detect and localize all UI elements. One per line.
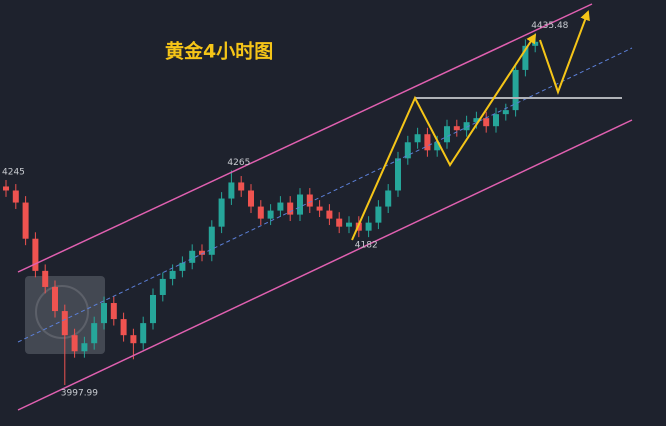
candle-body [346, 222, 352, 227]
candle-body [326, 210, 333, 219]
candle-body [532, 41, 539, 46]
candle-body [453, 126, 460, 131]
candle-body [52, 286, 58, 312]
candle-body [110, 303, 117, 320]
candle-body [404, 142, 411, 159]
candle-body [199, 250, 205, 255]
candle-body [306, 194, 313, 207]
channel-upper [17, 3, 593, 273]
candle-body [512, 69, 519, 111]
candle-body [159, 278, 166, 295]
candle-body [22, 202, 29, 239]
candle-body [385, 190, 392, 207]
candle-body [287, 202, 294, 215]
candle-body [140, 323, 147, 344]
forecast-arrow [539, 10, 590, 95]
candle-body [424, 134, 431, 151]
candle-body [522, 45, 529, 70]
candle-body [130, 335, 137, 344]
candle-body [189, 250, 196, 263]
price-labels: 4245 4265 4182 4435.48 3997.99 [2, 21, 569, 399]
candle-body [277, 202, 284, 211]
price-label: 4245 [2, 168, 25, 178]
candle-body [375, 206, 382, 223]
candle-body [444, 126, 450, 143]
candle-body [414, 134, 421, 143]
candle-body [336, 218, 343, 227]
candle-body [218, 198, 225, 227]
candle-body [473, 118, 480, 123]
candle-body [316, 206, 323, 211]
candle-body [81, 343, 88, 352]
candle-body [208, 226, 215, 255]
candle-body [169, 270, 176, 279]
trend-arrow [351, 33, 537, 241]
candle-body [150, 294, 156, 324]
candle-body [483, 118, 490, 127]
price-label: 3997.99 [61, 389, 98, 399]
candle-body [61, 311, 68, 336]
candle-body [71, 335, 78, 352]
channel-lower [17, 119, 633, 411]
candle-body [228, 182, 235, 199]
candle-body [91, 323, 98, 344]
candle-body [238, 182, 245, 191]
candle-body [42, 270, 49, 287]
price-label: 4265 [227, 158, 250, 168]
candle-body [297, 194, 303, 215]
candle-body [3, 186, 9, 191]
candle-body [267, 210, 274, 219]
candle-body [32, 238, 39, 271]
candles [3, 33, 539, 386]
candle-body [101, 303, 107, 324]
price-label: 4435.48 [531, 21, 568, 31]
candle-body [463, 122, 470, 131]
candle-body [434, 142, 441, 151]
chart-title: 黄金4小时图 [165, 40, 273, 63]
price-label: 4182 [355, 241, 378, 251]
candle-body [395, 158, 401, 191]
candle-body [257, 206, 264, 219]
candle-body [248, 190, 254, 207]
candle-body [12, 190, 19, 203]
candle-body [502, 110, 509, 115]
candle-body [365, 222, 372, 231]
candle-body [179, 262, 186, 271]
candle-body [493, 114, 499, 127]
candle-body [120, 319, 127, 336]
